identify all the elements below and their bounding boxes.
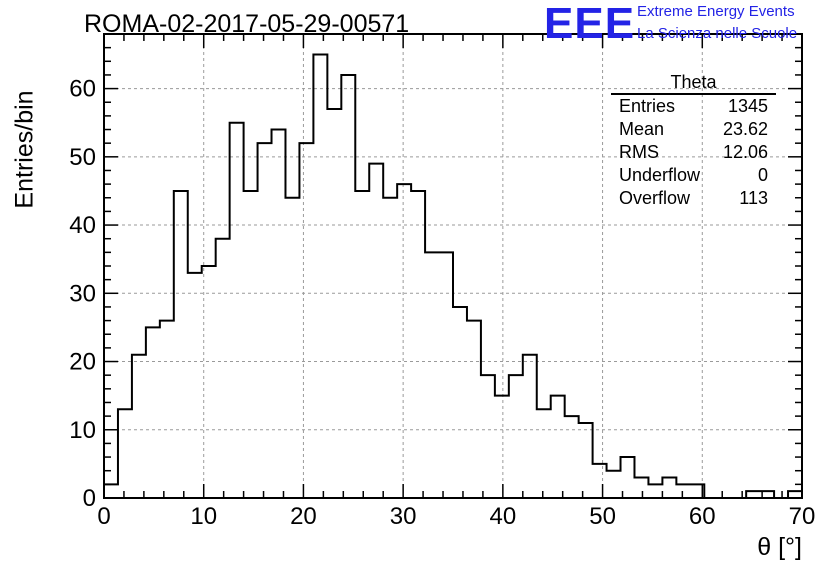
- stats-label: Mean: [619, 119, 665, 139]
- histogram-bin: [397, 184, 411, 498]
- eee-logo: EEE: [544, 0, 636, 48]
- stats-row-underflow: Underflow 0: [611, 164, 776, 187]
- histogram-bin: [467, 321, 481, 498]
- stats-value: 0: [757, 165, 768, 185]
- histogram-bin: [258, 143, 272, 498]
- stats-label: Underflow: [619, 165, 701, 185]
- y-tick-label: 60: [69, 76, 96, 103]
- histogram-bin: [746, 491, 760, 498]
- stats-value: 1345: [727, 96, 768, 116]
- x-tick-label: 60: [689, 503, 716, 530]
- histogram-bin: [104, 484, 118, 498]
- y-tick-label: 10: [69, 417, 96, 444]
- y-tick-labels: 0 10 20 30 40 50 60: [69, 76, 96, 512]
- histogram-bin: [244, 191, 258, 498]
- x-tick-label: 40: [490, 503, 517, 530]
- stats-title: Theta: [611, 72, 776, 95]
- histogram-bin: [523, 355, 537, 498]
- stats-label: Entries: [619, 96, 676, 116]
- histogram-bin: [579, 423, 593, 498]
- histogram-bin: [676, 484, 690, 498]
- x-tick-label: 0: [97, 503, 110, 530]
- histogram-bin: [341, 75, 355, 498]
- grid-lines: [104, 34, 802, 498]
- y-tick-label: 50: [69, 144, 96, 171]
- stats-value: 113: [739, 188, 768, 208]
- y-tick-label: 40: [69, 212, 96, 239]
- histogram-bin: [481, 375, 495, 498]
- stats-value: 23.62: [722, 119, 768, 139]
- stats-label: Overflow: [619, 188, 691, 208]
- stats-row-overflow: Overflow 113: [611, 187, 776, 210]
- stats-box: Theta Entries 1345 Mean 23.62 RMS 12.06 …: [611, 72, 776, 210]
- stats-row-rms: RMS 12.06: [611, 141, 776, 164]
- y-axis-label: Entries/bin: [10, 90, 39, 209]
- histogram-bin: [118, 409, 132, 498]
- histogram-bin: [593, 464, 607, 498]
- histogram-bin: [299, 143, 313, 498]
- histogram-bin: [788, 491, 802, 498]
- plot-frame: [103, 33, 803, 499]
- histogram-bin: [453, 307, 467, 498]
- histogram-bin: [285, 198, 299, 498]
- histogram-bin: [230, 123, 244, 498]
- histogram-outline: [104, 53, 802, 499]
- histogram-bin: [551, 396, 565, 498]
- stats-row-mean: Mean 23.62: [611, 118, 776, 141]
- histogram-bin: [160, 321, 174, 498]
- x-axis-label: θ [°]: [757, 533, 802, 561]
- histogram-bin: [327, 109, 341, 498]
- y-axis-label-wrap: Entries/bin: [8, 90, 39, 208]
- stats-value: 12.06: [722, 142, 768, 162]
- histogram-bin: [313, 54, 327, 498]
- histogram-bin: [509, 375, 523, 498]
- histogram-bin: [146, 327, 160, 498]
- histogram-bin: [537, 409, 551, 498]
- histogram-bin: [565, 416, 579, 498]
- histogram-bin: [383, 198, 397, 498]
- x-tick-label: 30: [390, 503, 417, 530]
- stats-row-entries: Entries 1345: [611, 95, 776, 118]
- histogram-bin: [132, 355, 146, 498]
- histogram-bin: [607, 471, 621, 498]
- axis-ticks: [103, 33, 803, 499]
- histogram-bin: [662, 478, 676, 498]
- x-tick-label: 10: [190, 503, 217, 530]
- y-tick-label: 20: [69, 349, 96, 376]
- logo-subtitle-2: La Scienza nelle Scuole: [637, 25, 798, 42]
- histogram-bin: [369, 164, 383, 498]
- histogram-bin: [174, 191, 188, 498]
- run-title: ROMA-02-2017-05-29-00571: [84, 10, 410, 38]
- histogram-bin: [411, 191, 425, 498]
- y-tick-label: 30: [69, 280, 96, 307]
- histogram-bin: [425, 252, 439, 498]
- x-tick-label: 50: [589, 503, 616, 530]
- histogram-bin: [216, 239, 230, 498]
- x-tick-labels: 0 10 20 30 40 50 60 70: [97, 503, 815, 530]
- histogram-bin: [355, 191, 369, 498]
- histogram-bin: [634, 478, 648, 498]
- stats-label: RMS: [619, 142, 659, 162]
- histogram-bin: [495, 396, 509, 498]
- histogram-bin: [648, 484, 662, 498]
- histogram-bin: [439, 252, 453, 498]
- histogram-bin: [272, 130, 286, 498]
- x-tick-label: 20: [290, 503, 317, 530]
- logo-subtitle-1: Extreme Energy Events: [637, 3, 795, 20]
- x-tick-label: 70: [789, 503, 816, 530]
- histogram-bin: [188, 273, 202, 498]
- y-tick-label: 0: [83, 485, 96, 512]
